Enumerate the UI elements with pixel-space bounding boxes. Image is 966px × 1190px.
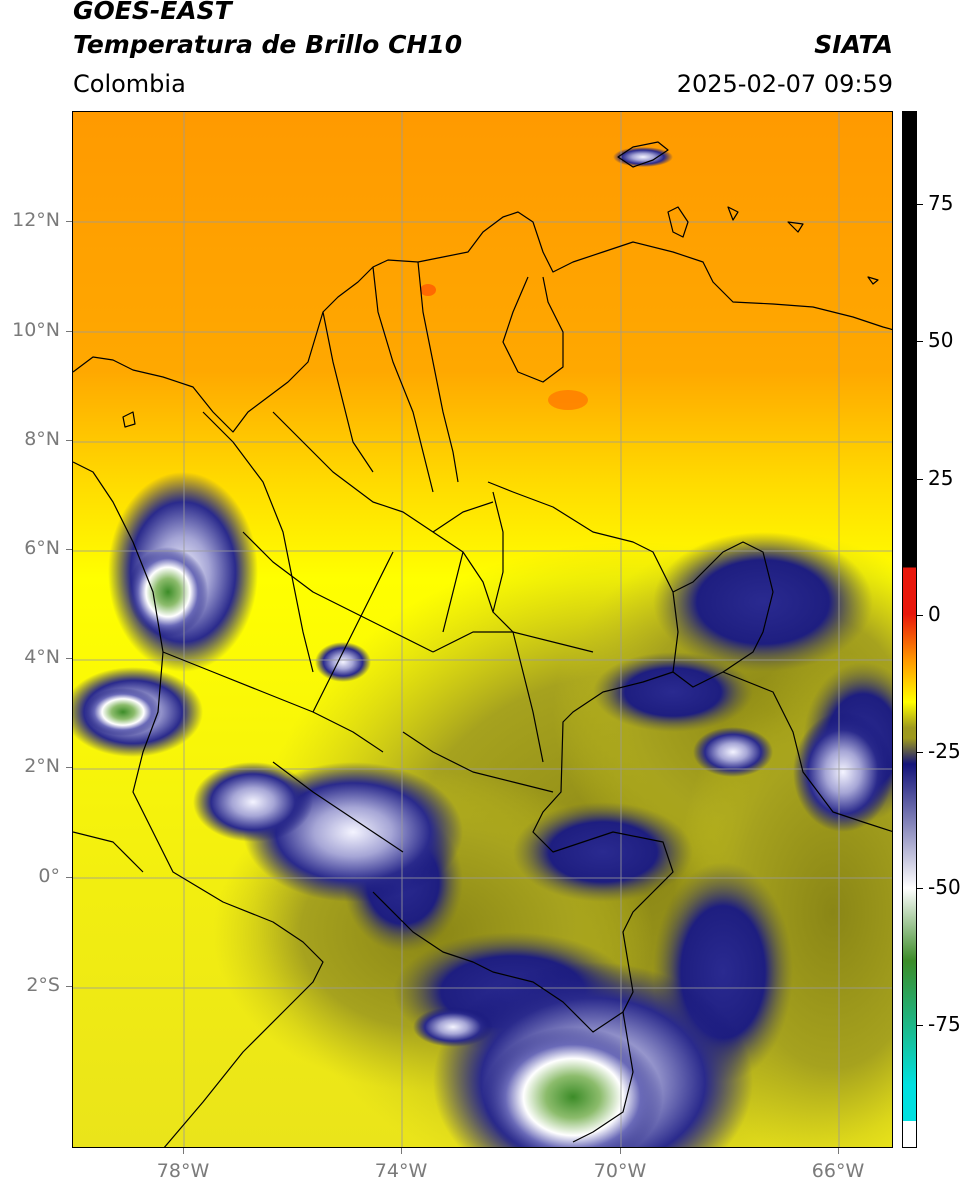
colorbar-tick [917, 615, 923, 616]
lat-tick [66, 221, 72, 222]
lon-label-78w: 78°W [156, 1160, 210, 1182]
lat-tick [66, 331, 72, 332]
lat-tick [66, 767, 72, 768]
colorbar-label-0: 0 [928, 602, 941, 626]
lat-label-0: 0° [38, 865, 60, 887]
colorbar-label-neg25: -25 [928, 739, 961, 763]
lon-tick [838, 1148, 839, 1154]
colorbar-tick [917, 752, 923, 753]
colorbar-tick [917, 1025, 923, 1026]
satellite-map [72, 111, 893, 1148]
lat-label-8n: 8°N [24, 428, 60, 450]
region-label: Colombia [73, 70, 186, 98]
map-gridlines [73, 112, 892, 1147]
lat-label-6n: 6°N [24, 537, 60, 559]
convective-clouds [73, 147, 892, 1147]
map-title-line2: Temperatura de Brillo CH10 [73, 30, 463, 59]
lon-tick [401, 1148, 402, 1154]
lat-label-2n: 2°N [24, 755, 60, 777]
lat-tick [66, 549, 72, 550]
lat-label-2s: 2°S [26, 974, 60, 996]
organization-label: SIATA [814, 30, 893, 59]
lat-tick [66, 658, 72, 659]
lat-label-10n: 10°N [12, 319, 60, 341]
colorbar-tick [917, 888, 923, 889]
map-title-line1: GOES-EAST [73, 0, 232, 25]
lon-label-66w: 66°W [811, 1160, 865, 1182]
lat-tick [66, 877, 72, 878]
colorbar-tick [917, 341, 923, 342]
timestamp-label: 2025-02-07 09:59 [676, 70, 893, 98]
colorbar-tick [917, 479, 923, 480]
political-boundaries [73, 141, 892, 1147]
colorbar-label-75: 75 [928, 191, 954, 215]
lat-tick [66, 986, 72, 987]
lat-tick [66, 440, 72, 441]
colorbar-label-neg50: -50 [928, 875, 961, 899]
temperature-colorbar [902, 111, 917, 1148]
lon-label-74w: 74°W [374, 1160, 428, 1182]
lon-tick [183, 1148, 184, 1154]
colorbar-label-neg75: -75 [928, 1012, 961, 1036]
colorbar-label-25: 25 [928, 466, 954, 490]
colorbar-tick [917, 204, 923, 205]
lat-label-4n: 4°N [24, 646, 60, 668]
lat-label-12n: 12°N [12, 209, 60, 231]
lon-label-70w: 70°W [593, 1160, 647, 1182]
lon-tick [620, 1148, 621, 1154]
colorbar-label-50: 50 [928, 328, 954, 352]
